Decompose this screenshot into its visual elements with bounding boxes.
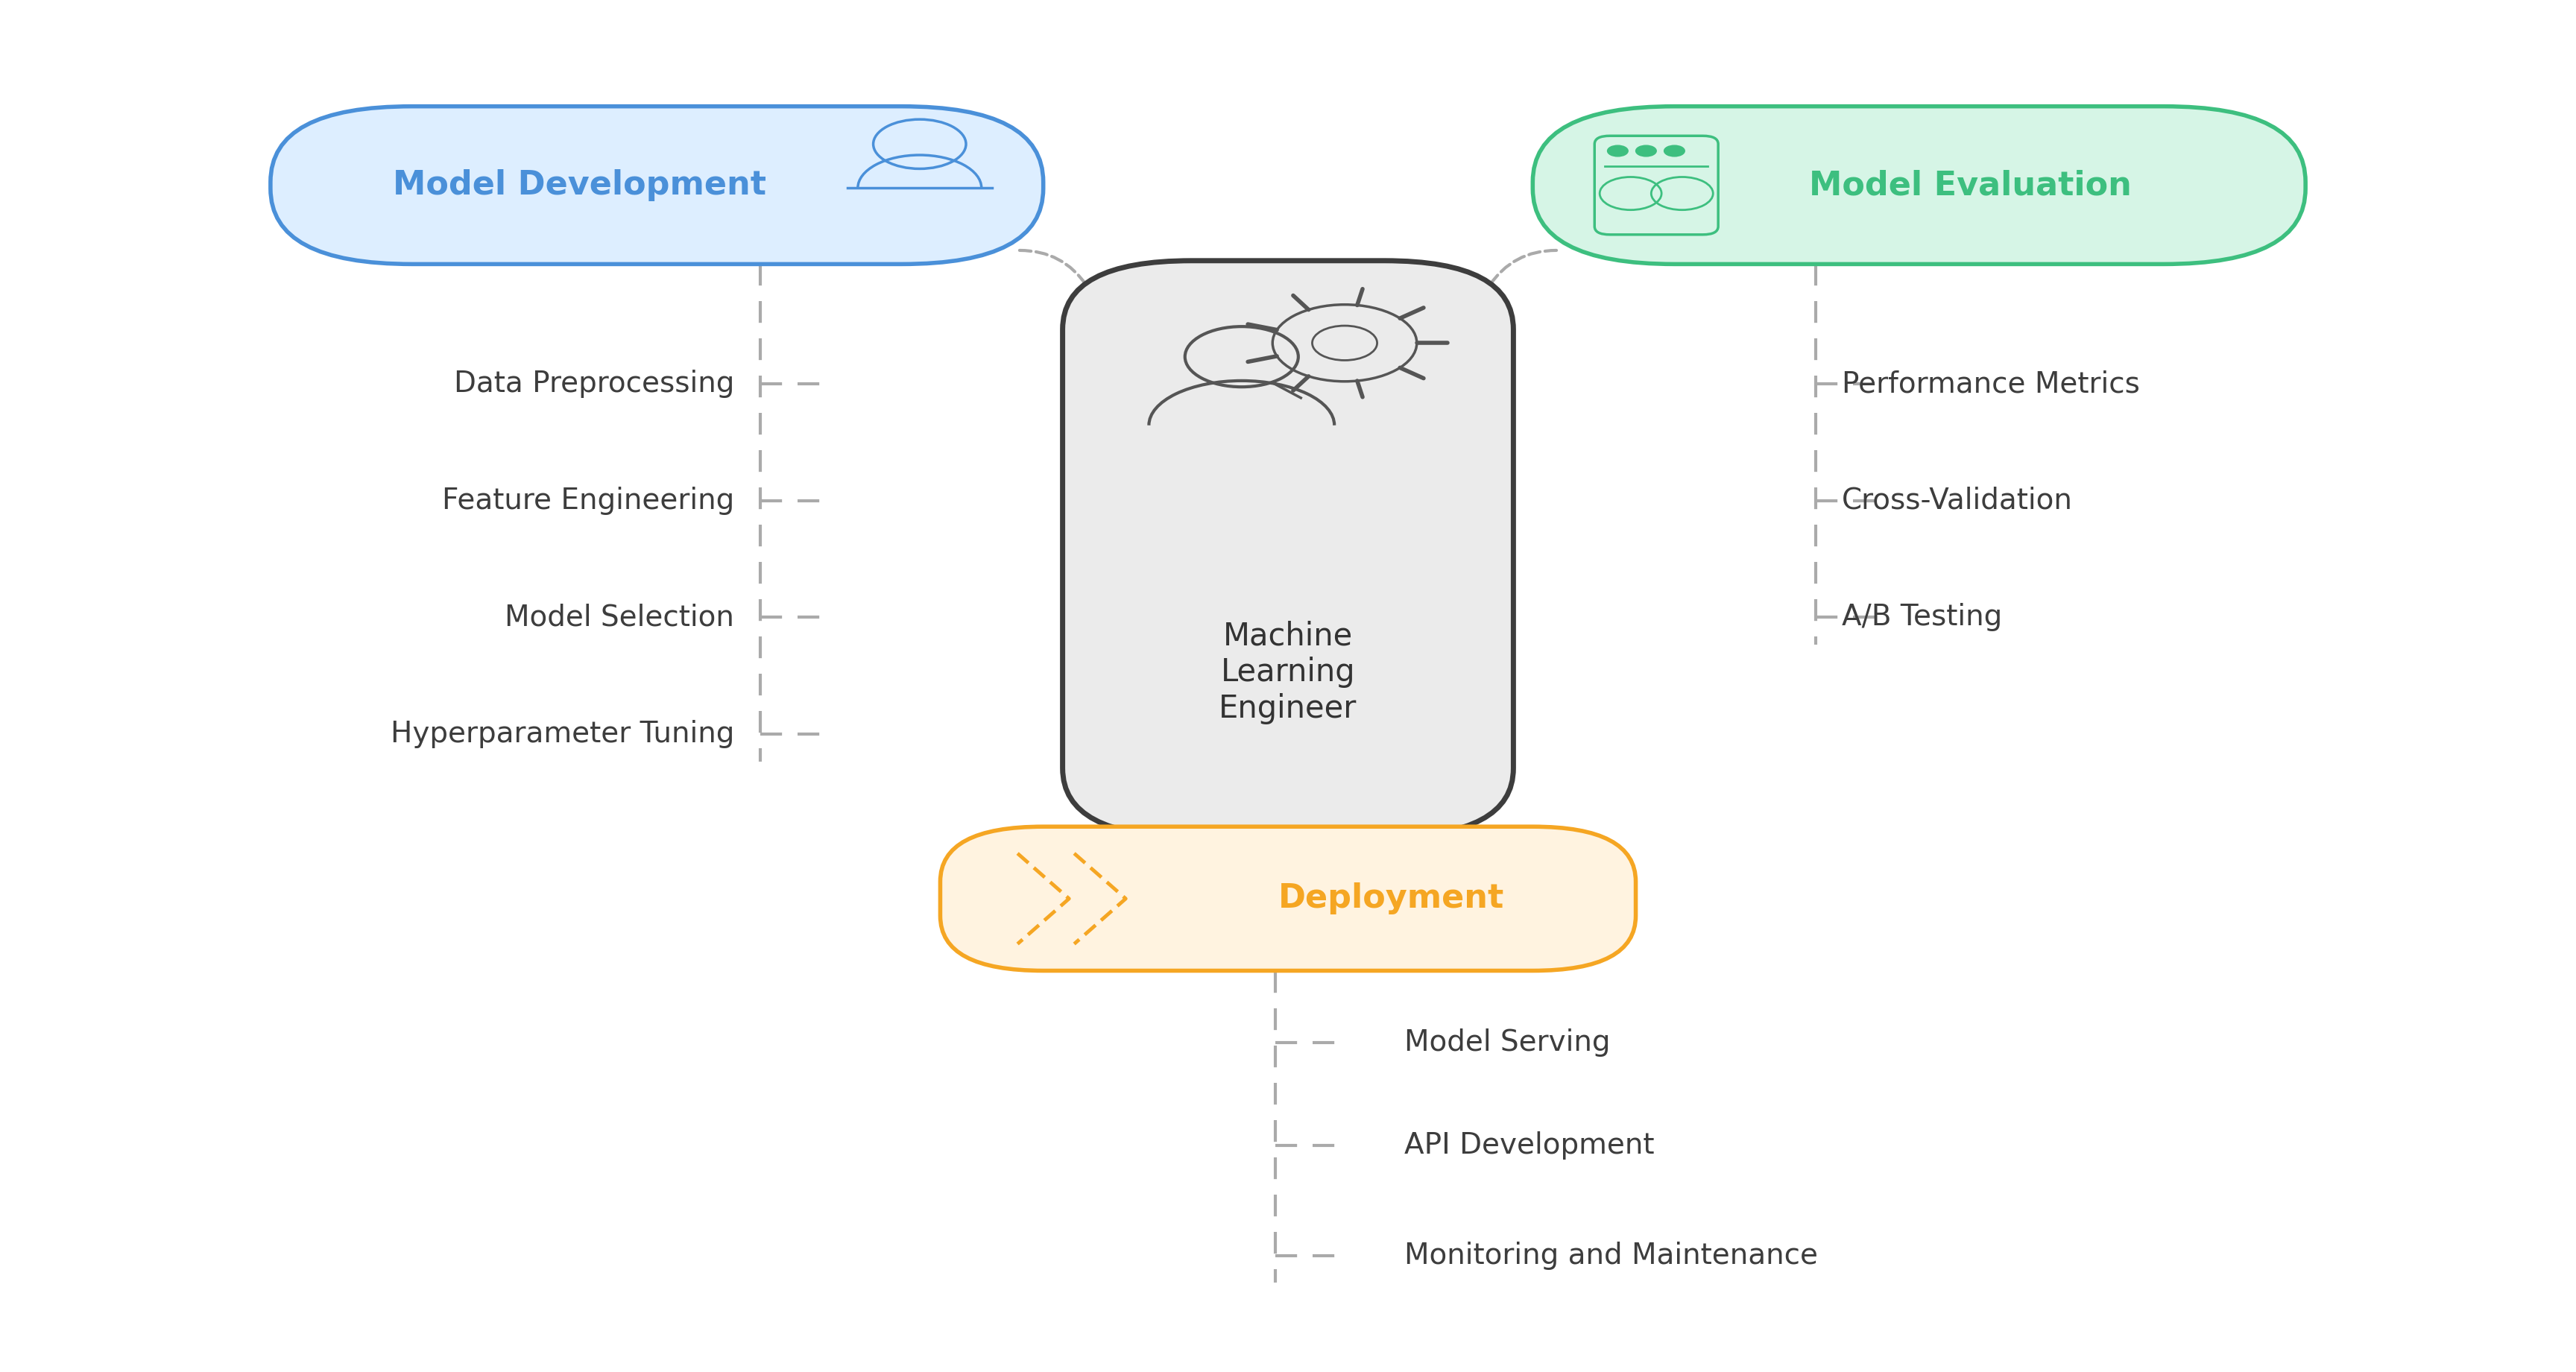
- Text: Machine
Learning
Engineer: Machine Learning Engineer: [1218, 620, 1358, 724]
- Text: Model Evaluation: Model Evaluation: [1808, 169, 2133, 202]
- Text: Monitoring and Maintenance: Monitoring and Maintenance: [1404, 1242, 1819, 1269]
- FancyArrowPatch shape: [1020, 250, 1087, 287]
- FancyBboxPatch shape: [270, 107, 1043, 263]
- Text: API Development: API Development: [1404, 1132, 1654, 1159]
- FancyBboxPatch shape: [940, 826, 1636, 971]
- Text: Model Development: Model Development: [394, 169, 765, 202]
- FancyBboxPatch shape: [1061, 261, 1512, 837]
- Text: Cross-Validation: Cross-Validation: [1842, 487, 2074, 514]
- Circle shape: [1607, 145, 1628, 156]
- Text: Hyperparameter Tuning: Hyperparameter Tuning: [392, 720, 734, 748]
- Text: Data Preprocessing: Data Preprocessing: [453, 370, 734, 398]
- Text: Model Selection: Model Selection: [505, 604, 734, 631]
- Text: Feature Engineering: Feature Engineering: [443, 487, 734, 514]
- Circle shape: [1664, 145, 1685, 156]
- Text: Performance Metrics: Performance Metrics: [1842, 370, 2141, 398]
- FancyArrowPatch shape: [1489, 250, 1556, 287]
- FancyBboxPatch shape: [1595, 136, 1718, 235]
- Text: Model Serving: Model Serving: [1404, 1029, 1610, 1056]
- FancyBboxPatch shape: [1533, 107, 2306, 263]
- Circle shape: [1636, 145, 1656, 156]
- Text: A/B Testing: A/B Testing: [1842, 604, 2002, 631]
- Text: Deployment: Deployment: [1278, 882, 1504, 915]
